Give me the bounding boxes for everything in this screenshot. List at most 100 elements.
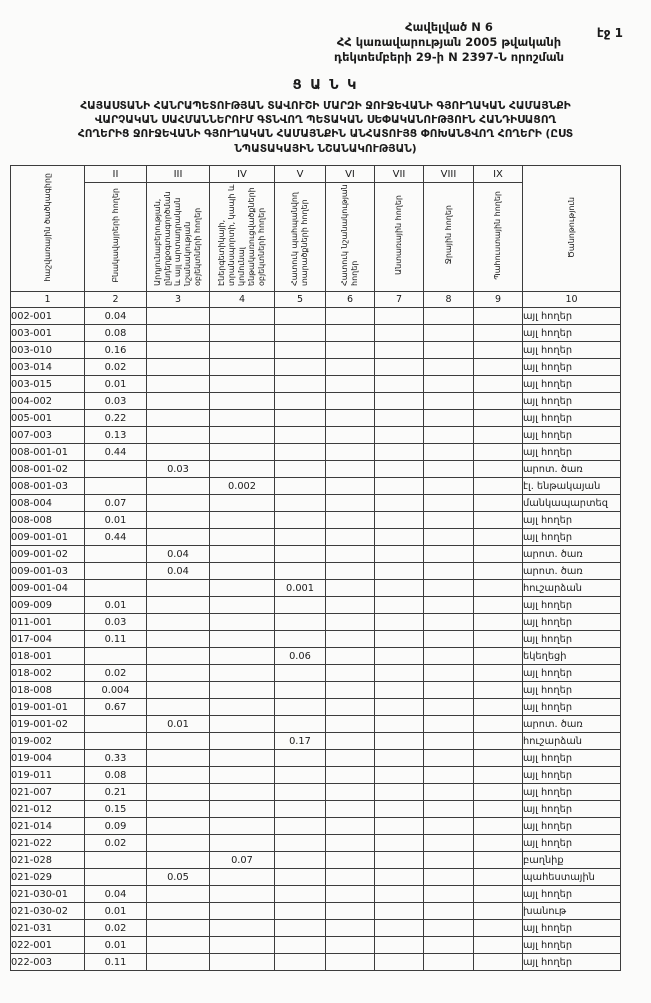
- area-value-cell: [374, 613, 424, 631]
- column-header-parcel-code: հաշվառային ծածկագիրը: [10, 165, 85, 292]
- area-value-cell: [209, 324, 275, 342]
- area-value-cell: [473, 562, 523, 580]
- table-row: 009-001-04 0.001 հուշարձան*): [10, 579, 621, 597]
- area-value-cell: [325, 324, 375, 342]
- parcel-code-cell: 017-004: [10, 630, 85, 648]
- area-value-cell: [374, 494, 424, 512]
- table-row: 019-001-01 0.67 այլ հողեր: [10, 698, 621, 716]
- area-value-cell: 0.06: [274, 647, 326, 665]
- note-cell: այլ հողեր: [522, 596, 621, 614]
- area-value-cell: [84, 715, 147, 733]
- area-value-cell: [274, 596, 326, 614]
- parcel-code-cell: 019-004: [10, 749, 85, 767]
- area-value-cell: [209, 766, 275, 784]
- area-value-cell: [325, 800, 375, 818]
- column-numeral-7: VII: [374, 165, 424, 183]
- area-value-cell: 0.004: [84, 681, 147, 699]
- area-value-cell: [374, 936, 424, 954]
- area-value-cell: [473, 936, 523, 954]
- note-cell: այլ հողեր: [522, 783, 621, 801]
- note-cell: մանկապարտեզ: [522, 494, 621, 512]
- area-value-cell: [423, 698, 474, 716]
- note-cell: արոտ. ծառ: [522, 715, 621, 733]
- area-value-cell: [325, 647, 375, 665]
- area-value-cell: [374, 834, 424, 852]
- area-value-cell: [325, 409, 375, 427]
- table-row: 018-001 0.06 եկեղեցի*): [10, 647, 621, 665]
- column-numeral-8: VIII: [423, 165, 474, 183]
- note-cell: այլ հողեր: [522, 953, 621, 971]
- area-value-cell: [473, 579, 523, 597]
- land-transfer-table: հաշվառային ծածկագիրը II III IV V VI VII …: [10, 165, 621, 971]
- column-header-infrastructure-lands: Էներգետիկայի, տրանսպորտի, կապի և կոմունա…: [209, 182, 275, 292]
- area-value-cell: [274, 494, 326, 512]
- parcel-code-cell: 019-002: [10, 732, 85, 750]
- column-header-note: Ծանոթություն: [522, 165, 621, 292]
- area-value-cell: [423, 341, 474, 359]
- area-value-cell: [374, 749, 424, 767]
- column-number-8: 8: [423, 291, 474, 308]
- column-header-forest-lands: Անտառային հողեր: [374, 182, 424, 292]
- area-value-cell: [325, 783, 375, 801]
- area-value-cell: [423, 868, 474, 886]
- area-value-cell: [473, 681, 523, 699]
- area-value-cell: [423, 817, 474, 835]
- area-value-cell: [473, 341, 523, 359]
- area-value-cell: [274, 307, 326, 325]
- area-value-cell: [209, 511, 275, 529]
- area-value-cell: [325, 579, 375, 597]
- table-row: 022-001 0.01 այլ հողեր: [10, 936, 621, 954]
- parcel-code-cell: 008-004: [10, 494, 85, 512]
- area-value-cell: [209, 647, 275, 665]
- subtitle-line-2: ՎԱՐՉԱԿԱՆ ՍԱՀՄԱՆՆԵՐՈՒՄ ԳՏՆՎՈՂ ՊԵՏԱԿԱՆ ՍԵՓ…: [94, 114, 557, 127]
- area-value-cell: [274, 783, 326, 801]
- area-value-cell: [146, 783, 210, 801]
- subtitle-line-4: ՆՊԱՏԱԿԱՅԻՆ ՆՇԱՆԱԿՈՒԹՅԱՆ): [234, 142, 417, 155]
- area-value-cell: [146, 443, 210, 461]
- area-value-cell: 0.002: [209, 477, 275, 495]
- table-row: 021-030-02 0.01 խանութ: [10, 902, 621, 920]
- parcel-code-cell: 008-001-02: [10, 460, 85, 478]
- table-row: 021-012 0.15 այլ հողեր: [10, 800, 621, 818]
- column-numeral-4: IV: [209, 165, 275, 183]
- table-row: 008-001-01 0.44 այլ հողեր: [10, 443, 621, 461]
- column-number-7: 7: [374, 291, 424, 308]
- parcel-code-cell: 021-014: [10, 817, 85, 835]
- note-cell: այլ հողեր: [522, 324, 621, 342]
- table-row: 003-014 0.02 այլ հողեր: [10, 358, 621, 376]
- area-value-cell: [84, 732, 147, 750]
- area-value-cell: [423, 375, 474, 393]
- column-header-settlement-lands: Բնակավայրերի հողեր: [84, 182, 147, 292]
- column-header-special-purpose-lands: Հատուկ նշանակության հողեր: [325, 182, 375, 292]
- note-cell: այլ հողեր: [522, 409, 621, 427]
- area-value-cell: [274, 562, 326, 580]
- note-cell: այլ հողեր: [522, 919, 621, 937]
- table-row: 021-030-01 0.04 այլ հողեր: [10, 885, 621, 903]
- area-value-cell: [473, 324, 523, 342]
- area-value-cell: [209, 698, 275, 716]
- area-value-cell: [473, 460, 523, 478]
- area-value-cell: [473, 630, 523, 648]
- area-value-cell: [325, 358, 375, 376]
- column-numeral-5: V: [274, 165, 326, 183]
- area-value-cell: [473, 647, 523, 665]
- area-value-cell: [423, 664, 474, 682]
- parcel-code-cell: 022-001: [10, 936, 85, 954]
- area-value-cell: [423, 681, 474, 699]
- note-cell: այլ հողեր: [522, 664, 621, 682]
- area-value-cell: [374, 953, 424, 971]
- parcel-code-cell: 018-008: [10, 681, 85, 699]
- area-value-cell: [274, 868, 326, 886]
- table-row: 021-014 0.09 այլ հողեր: [10, 817, 621, 835]
- area-value-cell: [423, 732, 474, 750]
- parcel-code-cell: 003-001: [10, 324, 85, 342]
- area-value-cell: 0.17: [274, 732, 326, 750]
- column-number-2: 2: [84, 291, 147, 308]
- parcel-code-cell: 003-014: [10, 358, 85, 376]
- area-value-cell: [274, 817, 326, 835]
- parcel-code-cell: 019-011: [10, 766, 85, 784]
- area-value-cell: [274, 443, 326, 461]
- parcel-code-cell: 008-001-01: [10, 443, 85, 461]
- area-value-cell: [146, 664, 210, 682]
- area-value-cell: 0.01: [84, 511, 147, 529]
